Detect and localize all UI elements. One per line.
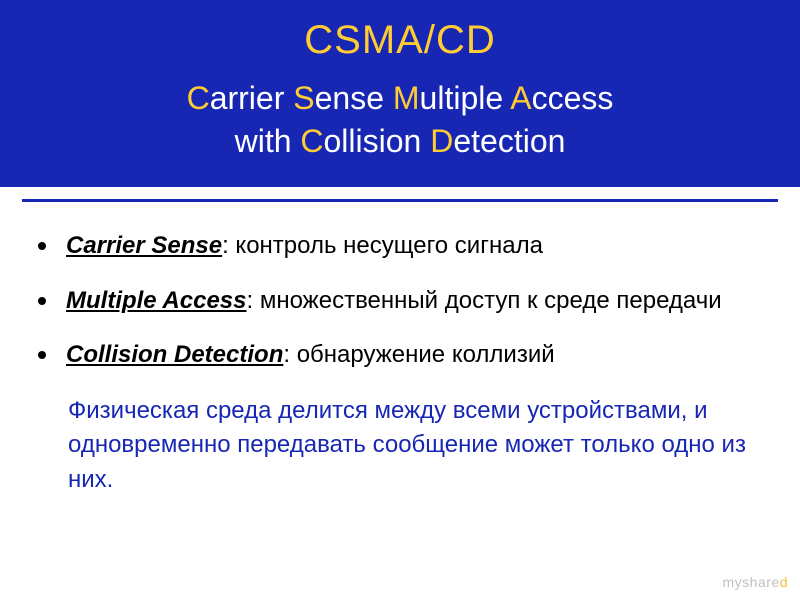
bullet-text: Carrier Sense: контроль несущего сигнала	[66, 230, 762, 262]
bullet-item: Collision Detection: обнаружение коллизи…	[38, 339, 762, 371]
bullet-term: Collision Detection	[66, 341, 283, 368]
subtitle-letter-a: A	[510, 80, 531, 116]
subtitle-letter-s: S	[293, 80, 314, 116]
subtitle-etection: etection	[453, 123, 565, 159]
subtitle-ultiple: ultiple	[420, 80, 511, 116]
bullet-term: Carrier Sense	[66, 232, 222, 259]
watermark-part2: d	[780, 574, 788, 590]
subtitle-letter-d: D	[430, 123, 453, 159]
bullet-dot-icon	[38, 351, 46, 359]
slide-title: CSMA/CD	[40, 18, 760, 63]
slide-body: Carrier Sense: контроль несущего сигнала…	[0, 202, 800, 498]
watermark-part1: myshare	[723, 574, 780, 590]
bullet-desc: : обнаружение коллизий	[283, 341, 554, 368]
slide-header: CSMA/CD Carrier Sense Multiple Access wi…	[0, 0, 800, 187]
subtitle-ccess: ccess	[532, 80, 614, 116]
subtitle-arrier: arrier	[210, 80, 294, 116]
summary-text: Физическая среда делится между всеми уст…	[68, 394, 762, 498]
subtitle-letter-m: M	[393, 80, 420, 116]
bullet-dot-icon	[38, 297, 46, 305]
bullet-desc: : контроль несущего сигнала	[222, 232, 543, 259]
subtitle-letter-c1: C	[187, 80, 210, 116]
bullet-item: Carrier Sense: контроль несущего сигнала	[38, 230, 762, 262]
slide-subtitle: Carrier Sense Multiple Access with Colli…	[40, 77, 760, 163]
watermark: myshared	[723, 574, 788, 590]
bullet-text: Collision Detection: обнаружение коллизи…	[66, 339, 762, 371]
subtitle-with: with	[235, 123, 301, 159]
bullet-dot-icon	[38, 242, 46, 250]
bullet-text: Multiple Access: множественный доступ к …	[66, 285, 762, 317]
subtitle-ense: ense	[315, 80, 393, 116]
subtitle-ollision: ollision	[324, 123, 431, 159]
bullet-item: Multiple Access: множественный доступ к …	[38, 285, 762, 317]
bullet-term: Multiple Access	[66, 287, 247, 314]
bullet-desc: : множественный доступ к среде передачи	[247, 287, 722, 314]
subtitle-letter-c2: C	[300, 123, 323, 159]
